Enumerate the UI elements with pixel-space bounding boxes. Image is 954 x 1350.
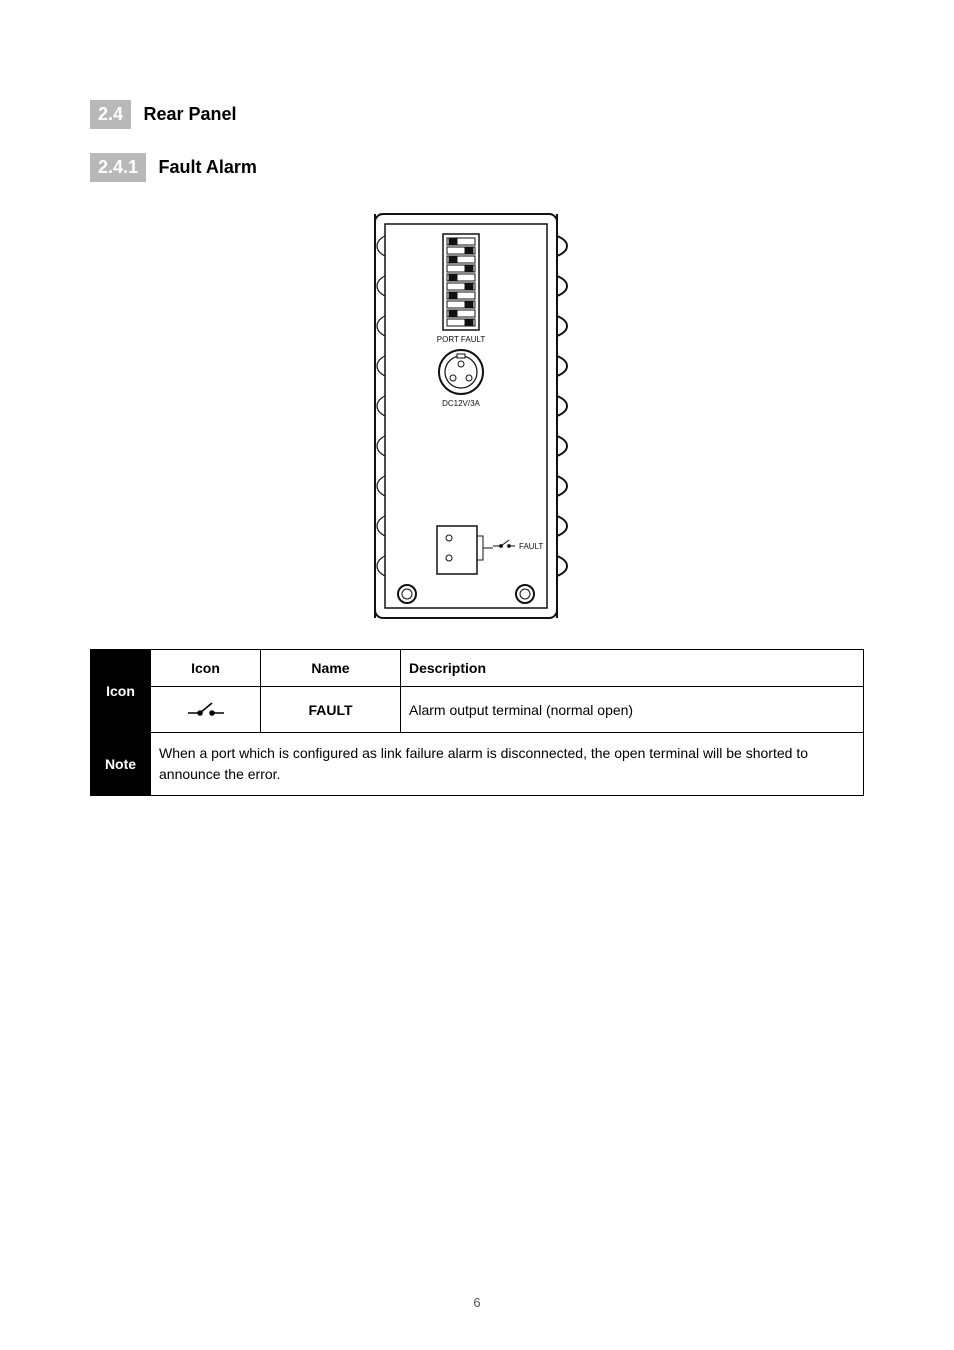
- normally-open-icon: [186, 697, 226, 719]
- fault-table: Icon Icon Name Description FAULT Alarm o…: [90, 649, 864, 796]
- label-dc12v: DC12V/3A: [442, 399, 480, 408]
- label-fault: FAULT: [519, 542, 543, 551]
- section-title-fault-alarm: Fault Alarm: [159, 157, 257, 178]
- table-header-name: Name: [261, 650, 401, 687]
- chassis-svg: PORT FAULT DC12V/3A FAULT: [367, 206, 587, 626]
- fault-icon-cell: [151, 687, 261, 733]
- table-header-icon: Icon: [151, 650, 261, 687]
- page-number: 6: [473, 1295, 480, 1310]
- section-number-2-4: 2.4: [90, 100, 131, 129]
- section-title-rear-panel: Rear Panel: [143, 104, 236, 125]
- fault-desc-cell: Alarm output terminal (normal open): [401, 687, 864, 733]
- section-2-4: 2.4 Rear Panel: [90, 100, 864, 129]
- rear-panel-diagram: PORT FAULT DC12V/3A FAULT: [90, 206, 864, 631]
- table-label-icon: Icon: [91, 650, 151, 733]
- table-note-cell: When a port which is configured as link …: [151, 733, 864, 796]
- section-number-2-4-1: 2.4.1: [90, 153, 146, 182]
- label-port-fault: PORT FAULT: [437, 335, 486, 344]
- section-2-4-1: 2.4.1 Fault Alarm: [90, 153, 864, 182]
- table-label-note: Note: [91, 733, 151, 796]
- table-header-desc: Description: [401, 650, 864, 687]
- fault-name-cell: FAULT: [261, 687, 401, 733]
